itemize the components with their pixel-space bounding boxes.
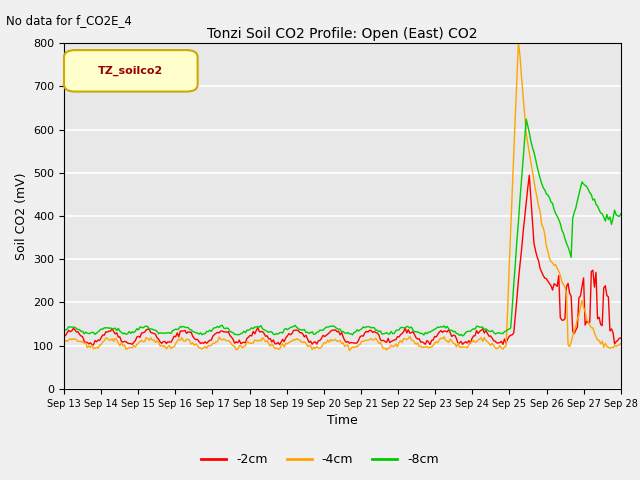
- Legend: -2cm, -4cm, -8cm: -2cm, -4cm, -8cm: [196, 448, 444, 471]
- Y-axis label: Soil CO2 (mV): Soil CO2 (mV): [15, 172, 28, 260]
- X-axis label: Time: Time: [327, 414, 358, 427]
- FancyBboxPatch shape: [64, 50, 198, 92]
- Text: No data for f_CO2E_4: No data for f_CO2E_4: [6, 14, 132, 27]
- Title: Tonzi Soil CO2 Profile: Open (East) CO2: Tonzi Soil CO2 Profile: Open (East) CO2: [207, 27, 477, 41]
- Text: TZ_soilco2: TZ_soilco2: [98, 66, 163, 76]
